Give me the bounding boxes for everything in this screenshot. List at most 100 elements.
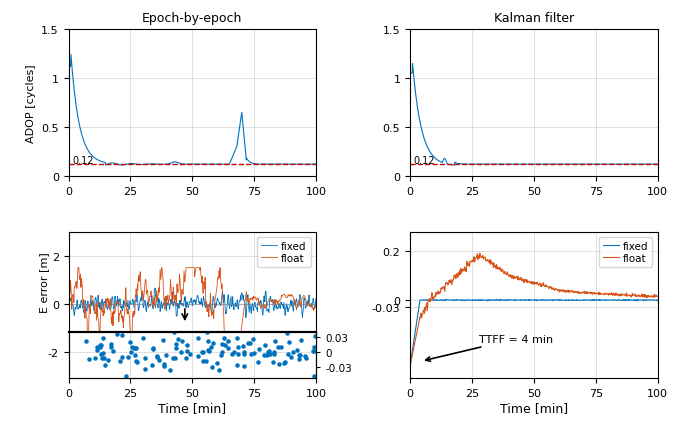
Point — [265, 351, 276, 358]
Point — [253, 346, 264, 353]
float — [64, 301, 73, 307]
Point — [262, 349, 273, 356]
Point — [269, 350, 279, 357]
Point — [286, 354, 297, 361]
Point — [222, 338, 233, 345]
Point — [279, 359, 290, 366]
Point — [94, 344, 105, 351]
Point — [151, 353, 162, 360]
Point — [115, 357, 126, 364]
Point — [299, 353, 310, 359]
fixed — [80, 310, 88, 315]
Point — [130, 352, 141, 359]
fixed — [312, 296, 320, 301]
Point — [137, 335, 148, 342]
Text: TTFF = 4 min: TTFF = 4 min — [426, 334, 553, 361]
Point — [197, 348, 208, 355]
Y-axis label: E error [m]: E error [m] — [39, 252, 49, 313]
Point — [301, 354, 312, 361]
Point — [84, 356, 95, 362]
Point — [103, 356, 114, 363]
Point — [121, 372, 132, 379]
Legend: fixed, float: fixed, float — [257, 237, 311, 267]
Point — [261, 351, 272, 358]
fixed — [110, 295, 119, 300]
Point — [140, 354, 151, 361]
float — [111, 308, 119, 313]
Point — [278, 360, 289, 367]
Point — [202, 347, 213, 354]
Point — [96, 351, 107, 358]
Point — [273, 361, 284, 368]
Point — [167, 354, 178, 361]
Point — [131, 359, 142, 366]
Point — [140, 366, 151, 372]
X-axis label: Time [min]: Time [min] — [158, 401, 226, 414]
Point — [98, 354, 109, 361]
float — [488, 262, 497, 267]
Point — [207, 364, 218, 371]
Point — [309, 333, 320, 340]
Point — [130, 358, 141, 365]
fixed — [646, 298, 654, 303]
fixed — [262, 301, 271, 307]
Point — [151, 354, 162, 361]
float — [653, 294, 662, 299]
Point — [185, 351, 196, 358]
Point — [169, 329, 179, 336]
Point — [105, 344, 116, 351]
fixed — [406, 364, 414, 369]
Line: fixed: fixed — [410, 300, 658, 366]
Point — [153, 357, 164, 364]
Point — [246, 351, 257, 358]
Point — [239, 349, 250, 356]
Point — [198, 358, 209, 365]
Point — [208, 339, 219, 346]
float — [262, 302, 271, 307]
Point — [105, 340, 116, 347]
Point — [192, 335, 203, 342]
Text: 0.12: 0.12 — [72, 155, 94, 165]
float — [638, 294, 646, 299]
Point — [287, 349, 298, 356]
fixed — [64, 299, 73, 304]
Point — [182, 348, 192, 355]
Point — [232, 335, 242, 341]
float — [646, 295, 654, 300]
Text: 0.12: 0.12 — [414, 155, 435, 165]
Point — [171, 345, 182, 352]
Point — [233, 350, 244, 357]
float — [232, 361, 240, 366]
Point — [129, 345, 140, 352]
Point — [292, 347, 303, 353]
Point — [308, 347, 319, 354]
Point — [222, 344, 233, 351]
fixed — [146, 304, 154, 309]
float — [603, 291, 612, 296]
Point — [201, 329, 212, 336]
Point — [81, 338, 92, 344]
Point — [206, 344, 216, 350]
Point — [123, 353, 134, 360]
Point — [175, 348, 186, 355]
Point — [165, 367, 176, 374]
float — [147, 295, 155, 300]
Point — [147, 345, 158, 352]
Point — [238, 362, 249, 369]
Point — [268, 349, 279, 356]
Point — [247, 335, 258, 342]
Point — [90, 355, 101, 362]
Y-axis label: ADOP [cycles]: ADOP [cycles] — [25, 64, 36, 142]
float — [475, 251, 484, 256]
Title: Epoch-by-epoch: Epoch-by-epoch — [142, 12, 242, 25]
fixed — [452, 298, 460, 303]
Point — [226, 351, 237, 358]
Point — [309, 344, 320, 351]
Line: float: float — [410, 254, 658, 366]
Point — [192, 352, 203, 359]
Point — [219, 341, 230, 348]
Point — [264, 348, 275, 355]
X-axis label: Time [min]: Time [min] — [500, 401, 568, 414]
Point — [95, 341, 105, 348]
Point — [268, 358, 279, 365]
